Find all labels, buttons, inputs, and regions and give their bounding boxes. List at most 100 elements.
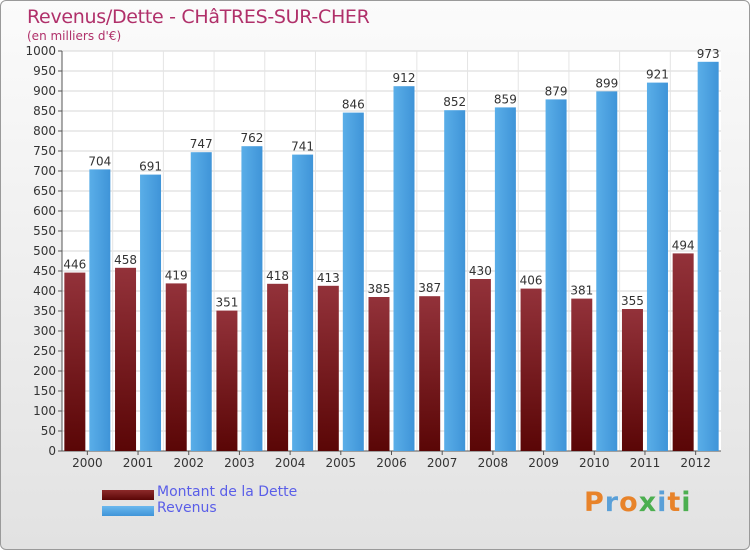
data-label-revenus: 762 <box>240 131 263 145</box>
data-label-revenus: 912 <box>393 71 416 85</box>
data-label-dette: 355 <box>621 294 644 308</box>
bar-revenus <box>596 91 618 452</box>
chart-title: Revenus/Dette - CHâTRES-SUR-CHER <box>27 6 370 28</box>
legend-swatch-revenus <box>102 506 154 516</box>
bar-dette <box>469 279 491 451</box>
y-tick-label: 150 <box>33 384 56 398</box>
x-tick-label: 2005 <box>326 456 357 470</box>
bar-revenus <box>241 146 263 451</box>
bar-dette <box>64 272 86 451</box>
y-tick-label: 500 <box>33 244 56 258</box>
y-tick-label: 300 <box>33 324 56 338</box>
bar-dette <box>621 309 643 451</box>
data-label-dette: 418 <box>266 269 289 283</box>
data-label-dette: 385 <box>368 282 391 296</box>
y-tick-label: 850 <box>33 104 56 118</box>
data-label-dette: 458 <box>114 253 137 267</box>
y-tick-label: 700 <box>33 164 56 178</box>
bar-revenus <box>190 152 212 451</box>
bar-dette <box>520 288 542 451</box>
bar-revenus <box>494 107 516 452</box>
y-tick-label: 1000 <box>25 44 56 58</box>
bar-dette <box>419 296 441 451</box>
x-tick-label: 2009 <box>528 456 559 470</box>
logo-letter: t <box>667 487 682 518</box>
x-tick-label: 2004 <box>275 456 306 470</box>
y-tick-label: 900 <box>33 84 56 98</box>
data-label-revenus: 691 <box>139 160 162 174</box>
y-tick-label: 100 <box>33 404 56 418</box>
data-label-revenus: 921 <box>646 68 669 82</box>
bar-revenus <box>545 99 567 452</box>
x-tick-label: 2007 <box>427 456 458 470</box>
x-tick-label: 2010 <box>579 456 610 470</box>
x-tick-label: 2000 <box>72 456 103 470</box>
bar-dette <box>165 283 187 451</box>
logo-letter: i <box>681 487 692 518</box>
data-label-dette: 413 <box>317 271 340 285</box>
data-label-revenus: 704 <box>88 154 111 168</box>
data-label-dette: 351 <box>215 296 238 310</box>
data-label-revenus: 852 <box>443 95 466 109</box>
bar-dette <box>571 298 593 451</box>
bar-revenus <box>342 112 364 451</box>
data-label-revenus: 973 <box>697 47 720 61</box>
y-tick-label: 200 <box>33 364 56 378</box>
bar-dette <box>672 253 694 451</box>
bar-dette <box>115 267 137 451</box>
data-label-revenus: 747 <box>190 137 213 151</box>
bar-dette <box>267 283 289 451</box>
data-label-revenus: 879 <box>545 84 568 98</box>
data-label-dette: 419 <box>165 268 188 282</box>
data-label-dette: 387 <box>418 281 441 295</box>
bar-revenus <box>292 154 314 451</box>
logo-letter: x <box>638 487 658 518</box>
y-tick-label: 450 <box>33 264 56 278</box>
y-tick-label: 650 <box>33 184 56 198</box>
y-tick-label: 0 <box>48 444 56 458</box>
logo-letter: P <box>584 487 605 518</box>
x-tick-label: 2011 <box>630 456 661 470</box>
x-tick-label: 2001 <box>123 456 154 470</box>
bar-revenus <box>393 86 415 451</box>
bar-revenus <box>140 174 162 451</box>
y-tick-label: 800 <box>33 124 56 138</box>
data-label-revenus: 741 <box>291 140 314 154</box>
data-label-dette: 381 <box>570 284 593 298</box>
data-label-revenus: 859 <box>494 92 517 106</box>
x-tick-label: 2006 <box>376 456 407 470</box>
legend-label-debt: Montant de la Dette <box>157 484 298 500</box>
x-tick-label: 2008 <box>478 456 509 470</box>
logo-letter: i <box>657 487 668 518</box>
proxiti-logo: Proxiti <box>584 487 692 518</box>
y-tick-label: 550 <box>33 224 56 238</box>
y-tick-label: 400 <box>33 284 56 298</box>
data-label-dette: 430 <box>469 264 492 278</box>
y-tick-label: 350 <box>33 304 56 318</box>
data-label-dette: 446 <box>63 258 86 272</box>
logo-letter: o <box>619 487 639 518</box>
chart-subtitle: (en milliers d'€) <box>27 29 122 43</box>
bar-revenus <box>697 61 719 452</box>
logo-letter: r <box>604 487 620 518</box>
x-tick-label: 2012 <box>680 456 711 470</box>
x-tick-label: 2002 <box>173 456 204 470</box>
y-tick-label: 600 <box>33 204 56 218</box>
data-label-revenus: 846 <box>342 98 365 112</box>
legend-swatch-debt <box>102 490 154 500</box>
data-label-dette: 406 <box>520 274 543 288</box>
y-tick-label: 950 <box>33 64 56 78</box>
legend-label-revenus: Revenus <box>157 500 217 516</box>
data-label-revenus: 899 <box>595 76 618 90</box>
bar-revenus <box>89 169 111 451</box>
bar-dette <box>216 310 238 451</box>
bar-revenus <box>444 110 466 451</box>
y-tick-label: 250 <box>33 344 56 358</box>
bar-revenus <box>646 82 668 451</box>
data-label-dette: 494 <box>672 238 695 252</box>
y-tick-label: 750 <box>33 144 56 158</box>
y-tick-label: 50 <box>41 424 56 438</box>
bar-dette <box>317 285 339 451</box>
bar-dette <box>368 297 390 451</box>
